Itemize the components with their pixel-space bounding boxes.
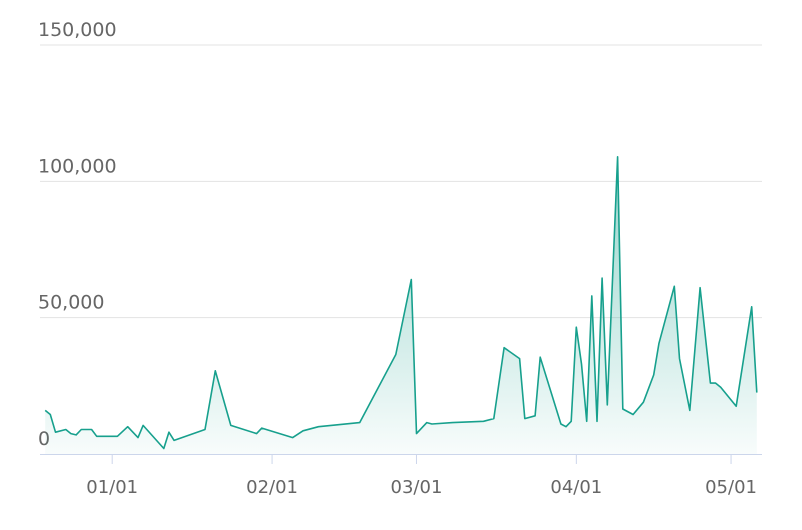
x-tick-label: 03/01: [391, 477, 443, 498]
x-tick-label: 01/01: [86, 477, 138, 498]
x-tick-label: 02/01: [246, 477, 298, 498]
area: [45, 156, 757, 455]
line: [44, 156, 758, 450]
x-tick-label: 05/01: [705, 477, 757, 498]
y-tick-label: 150,000: [38, 19, 117, 41]
y-tick-label: 100,000: [38, 155, 117, 177]
y-tick-label: 50,000: [38, 292, 104, 314]
x-tick-label: 04/01: [550, 477, 602, 498]
